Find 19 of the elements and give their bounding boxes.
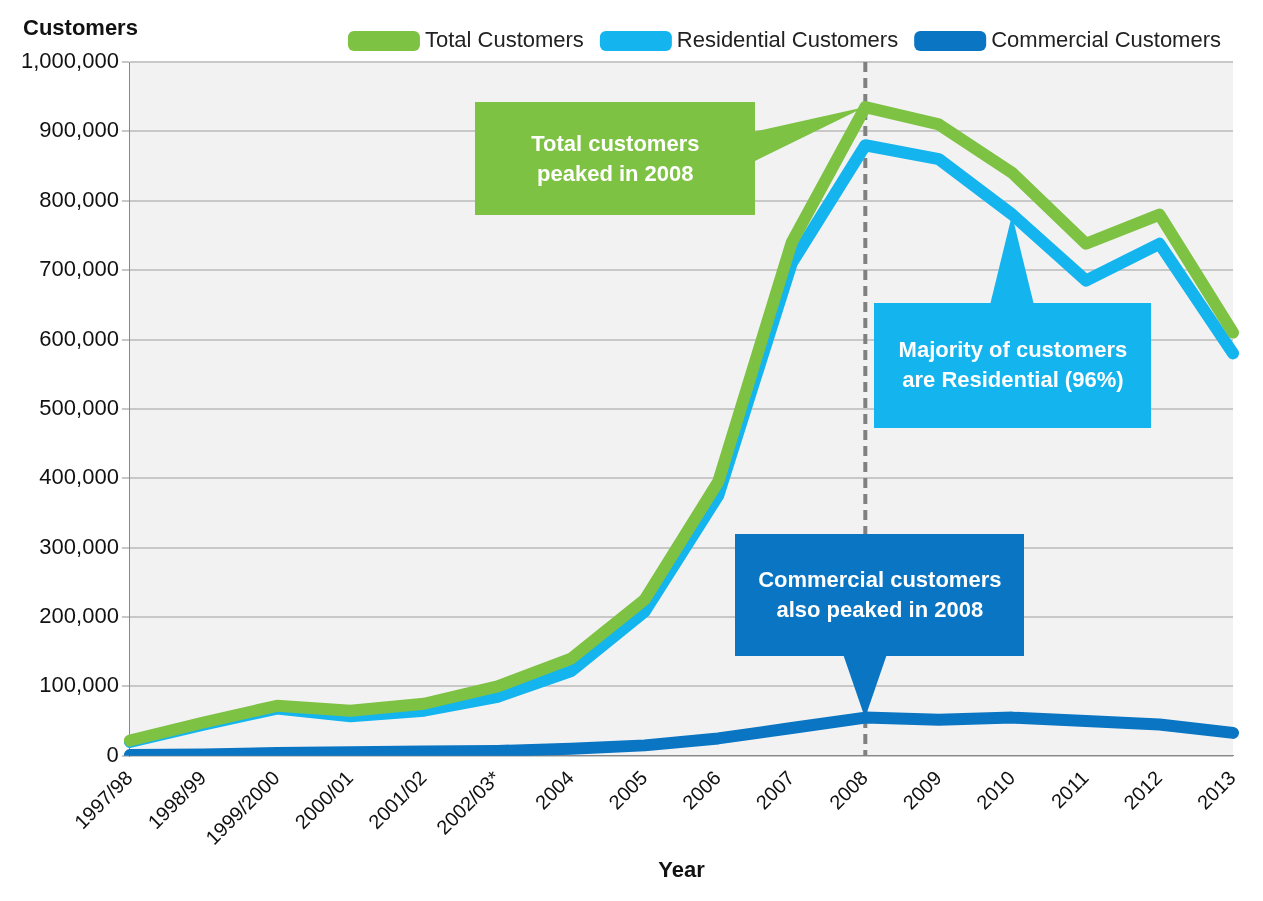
y-tick-label: 700,000 (39, 256, 119, 282)
y-tick-label: 900,000 (39, 117, 119, 143)
legend-label: Total Customers (424, 27, 584, 53)
y-tick-label: 500,000 (39, 394, 119, 420)
x-axis-title: Year (658, 856, 706, 882)
y-tick-label: 1,000,000 (21, 48, 119, 74)
y-tick-label: 800,000 (39, 186, 119, 212)
annotation: Commercial customers also peaked in 2008 (735, 533, 1025, 656)
legend-label: Commercial Customers (991, 27, 1222, 53)
annotation: Total customers peaked in 2008 (475, 102, 756, 216)
y-tick-label: 0 (106, 741, 119, 767)
y-tick-label: 400,000 (39, 464, 119, 490)
y-axis-title: Customers (23, 15, 138, 41)
y-tick-label: 600,000 (39, 325, 119, 351)
annotation: Majority of customers are Residential (96%) (874, 302, 1152, 428)
y-tick-label: 300,000 (39, 533, 119, 559)
y-tick-label: 200,000 (39, 603, 119, 629)
y-tick-label: 100,000 (39, 672, 119, 698)
legend-label: Residential Customers (676, 27, 899, 53)
